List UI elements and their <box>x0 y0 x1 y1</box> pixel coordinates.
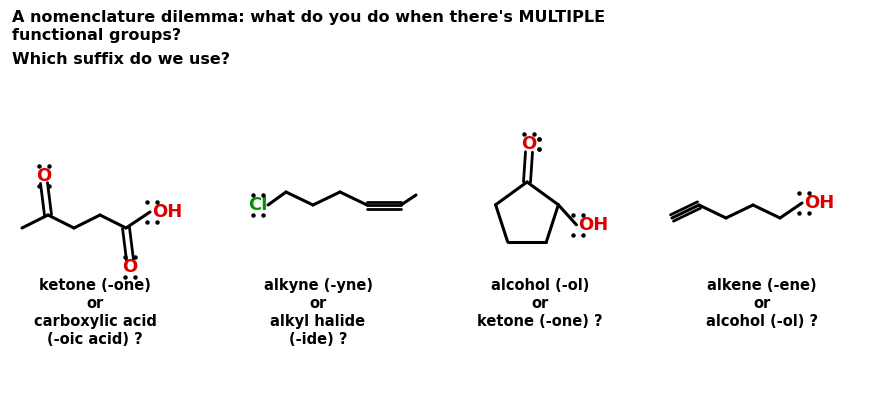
Text: ketone (-one) ?: ketone (-one) ? <box>477 314 603 329</box>
Text: (-ide) ?: (-ide) ? <box>288 332 347 347</box>
Text: alcohol (-ol): alcohol (-ol) <box>491 278 589 293</box>
Text: OH: OH <box>804 194 835 212</box>
Text: alkene (-ene): alkene (-ene) <box>707 278 817 293</box>
Text: (-oic acid) ?: (-oic acid) ? <box>47 332 142 347</box>
Text: or: or <box>309 296 327 311</box>
Text: OH: OH <box>579 216 608 234</box>
Text: or: or <box>531 296 549 311</box>
Text: A nomenclature dilemma: what do you do when there's MULTIPLE: A nomenclature dilemma: what do you do w… <box>12 10 605 25</box>
Text: Which suffix do we use?: Which suffix do we use? <box>12 52 230 67</box>
Text: carboxylic acid: carboxylic acid <box>33 314 156 329</box>
Text: alkyne (-yne): alkyne (-yne) <box>263 278 372 293</box>
Text: O: O <box>522 135 537 153</box>
Text: O: O <box>37 167 52 185</box>
Text: or: or <box>753 296 771 311</box>
Text: or: or <box>87 296 104 311</box>
Text: alkyl halide: alkyl halide <box>270 314 365 329</box>
Text: Cl: Cl <box>248 196 267 214</box>
Text: functional groups?: functional groups? <box>12 28 181 43</box>
Text: OH: OH <box>152 203 183 221</box>
Text: alcohol (-ol) ?: alcohol (-ol) ? <box>706 314 818 329</box>
Text: ketone (-one): ketone (-one) <box>39 278 151 293</box>
Text: O: O <box>122 258 137 276</box>
